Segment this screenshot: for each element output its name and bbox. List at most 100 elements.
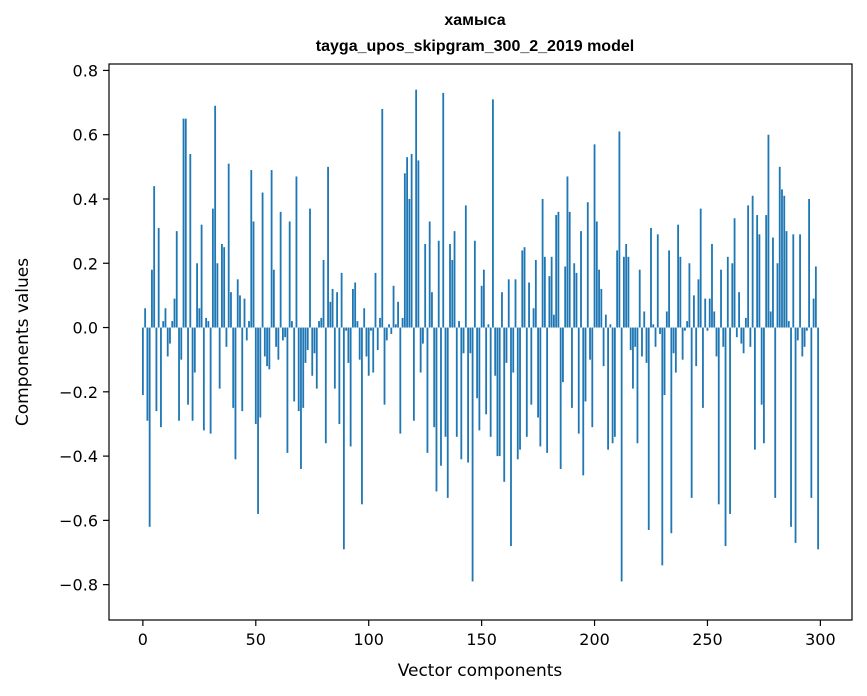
bar-component-223 — [645, 327, 648, 363]
bar-component-274 — [760, 327, 763, 405]
chart-title: хамыса — [444, 12, 505, 29]
bar-component-158 — [498, 327, 501, 457]
bar-component-174 — [534, 260, 537, 328]
bar-component-219 — [636, 327, 639, 444]
bar-component-259 — [726, 256, 729, 328]
bar-component-67 — [293, 327, 296, 402]
bar-component-44 — [241, 327, 244, 412]
bar-component-91 — [347, 327, 350, 363]
bar-component-154 — [489, 327, 492, 437]
y-tick-label: −0.4 — [59, 447, 98, 466]
bar-component-251 — [708, 298, 711, 328]
bar-component-256 — [720, 269, 722, 328]
bar-component-293 — [803, 327, 806, 347]
bar-component-281 — [776, 263, 779, 328]
bar-component-95 — [356, 321, 359, 328]
bar-component-114 — [399, 327, 402, 434]
bar-component-46 — [245, 327, 248, 341]
bar-component-291 — [799, 234, 801, 328]
bar-component-249 — [704, 298, 707, 328]
bar-component-297 — [812, 298, 815, 328]
bar-component-90 — [345, 327, 348, 331]
bar-component-17 — [180, 327, 183, 360]
bar-component-115 — [401, 317, 404, 328]
bar-component-270 — [751, 195, 754, 328]
bar-component-24 — [196, 263, 198, 328]
bar-component-282 — [778, 166, 781, 328]
bar-component-71 — [302, 327, 305, 408]
bar-component-12 — [169, 327, 171, 344]
bar-component-51 — [257, 327, 259, 514]
bar-component-201 — [595, 221, 598, 328]
bar-component-5 — [153, 186, 156, 328]
x-axis-ticks: 0 50 100 150 200 250 300 — [138, 620, 836, 649]
bar-component-253 — [713, 311, 716, 328]
bar-component-28 — [205, 317, 208, 328]
y-tick-label: 0.0 — [73, 319, 98, 338]
bar-component-94 — [354, 282, 357, 328]
bar-component-135 — [446, 327, 449, 498]
bar-component-208 — [611, 327, 614, 444]
bar-component-254 — [715, 327, 718, 357]
bar-component-159 — [501, 292, 503, 328]
bar-component-14 — [173, 298, 176, 328]
bar-component-106 — [381, 108, 384, 328]
x-tick-label: 300 — [805, 630, 836, 649]
bar-component-191 — [573, 263, 576, 328]
bar-component-49 — [252, 221, 255, 328]
bar-component-15 — [175, 231, 178, 328]
bar-component-210 — [616, 250, 619, 328]
bar-component-286 — [787, 321, 790, 328]
bar-component-11 — [166, 327, 169, 357]
bar-component-130 — [435, 327, 438, 492]
y-tick-label: 0.4 — [73, 190, 98, 209]
bar-component-245 — [695, 327, 698, 367]
bar-component-72 — [304, 327, 307, 363]
y-tick-label: 0.6 — [73, 126, 98, 145]
bar-component-227 — [654, 327, 657, 347]
bar-component-207 — [609, 324, 612, 328]
bar-component-294 — [805, 327, 808, 331]
bar-component-218 — [634, 327, 637, 347]
bar-component-263 — [735, 327, 738, 338]
bar-component-88 — [340, 272, 343, 328]
bar-component-78 — [318, 321, 320, 328]
bar-component-70 — [300, 327, 302, 469]
bar-component-50 — [254, 327, 257, 424]
bar-component-9 — [162, 321, 165, 328]
bar-component-280 — [774, 327, 777, 498]
bar-component-162 — [507, 279, 510, 328]
bar-component-216 — [629, 327, 632, 351]
bar-component-156 — [494, 327, 497, 376]
bar-component-112 — [394, 324, 397, 328]
bar-component-139 — [455, 327, 458, 437]
bar-component-240 — [683, 327, 686, 331]
bar-component-143 — [464, 205, 467, 328]
bar-component-93 — [352, 288, 354, 328]
bar-component-77 — [315, 327, 318, 389]
bar-component-128 — [431, 292, 433, 328]
bar-component-273 — [758, 234, 761, 328]
bar-component-233 — [668, 250, 670, 328]
bar-component-85 — [333, 327, 336, 389]
y-axis-ticks: −0.8 −0.6 −0.4 −0.2 0.0 0.2 0.4 0.6 0.8 — [59, 61, 109, 595]
bar-component-42 — [236, 279, 239, 328]
bar-component-25 — [198, 308, 201, 328]
bar-component-84 — [331, 288, 334, 328]
bar-component-196 — [584, 327, 587, 402]
bar-component-231 — [663, 327, 666, 396]
bar-component-221 — [641, 327, 643, 357]
bar-component-129 — [433, 327, 436, 428]
bar-component-296 — [810, 327, 813, 498]
bar-component-246 — [697, 279, 700, 328]
bar-component-117 — [406, 157, 409, 328]
bar-component-187 — [564, 266, 567, 328]
bar-component-43 — [239, 295, 241, 328]
bar-component-103 — [374, 272, 377, 328]
bar-component-73 — [306, 327, 309, 351]
bar-component-116 — [403, 173, 406, 328]
bar-component-26 — [200, 224, 203, 328]
bar-component-214 — [625, 243, 628, 328]
bar-component-198 — [589, 327, 591, 360]
